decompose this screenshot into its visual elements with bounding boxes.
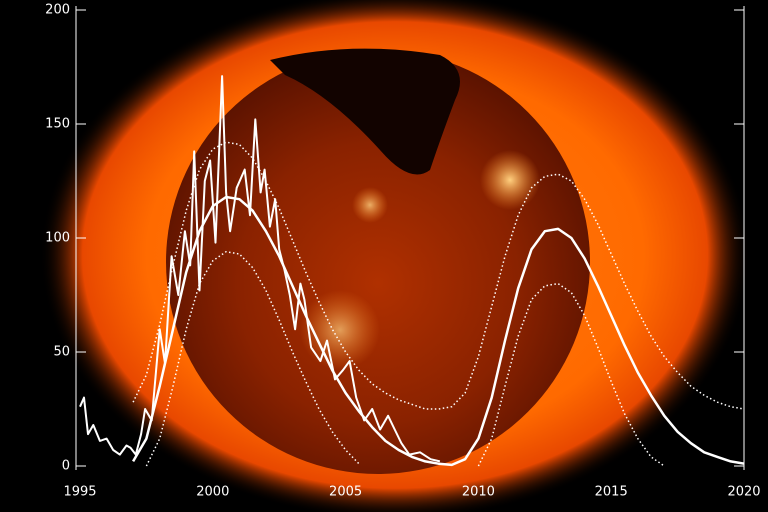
x-tick-label: 2020: [727, 485, 760, 500]
plot-area: [79, 75, 744, 467]
x-tick-label: 2015: [595, 485, 628, 500]
y-tick-label: 150: [45, 117, 70, 132]
y-tick-label: 100: [45, 231, 70, 246]
y-tick-label: 0: [62, 459, 70, 474]
y-tick-label: 200: [45, 3, 70, 18]
series-line: [132, 195, 744, 467]
series-line: [145, 250, 665, 467]
x-tick-label: 2005: [329, 485, 362, 500]
x-tick-label: 1995: [63, 485, 96, 500]
x-tick-label: 2010: [462, 485, 495, 500]
series-line: [79, 75, 441, 463]
y-tick-label: 50: [53, 345, 70, 360]
x-tick-label: 2000: [196, 485, 229, 500]
